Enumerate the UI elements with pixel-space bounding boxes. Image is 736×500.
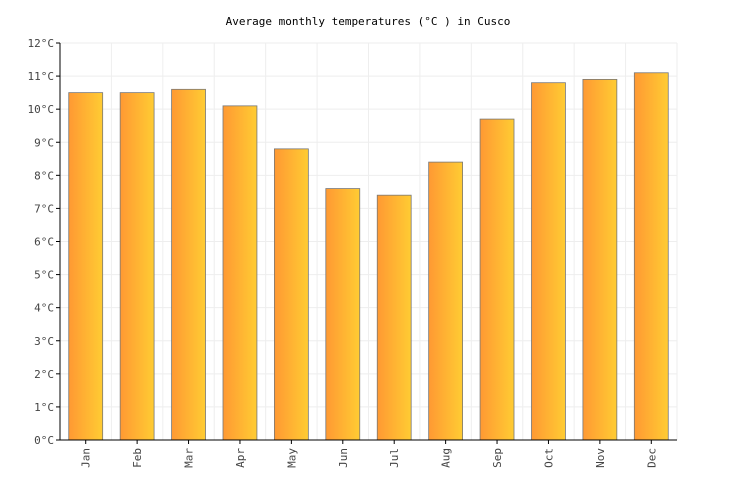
bar-aug [428,161,463,441]
x-tick-label: Aug [440,448,453,468]
y-tick-labels: 0°C 1°C 2°C 3°C 4°C 5°C 6°C 7°C 8°C 9°C 10°C 11°C 12… [28,37,55,447]
bar-sep [479,118,515,441]
x-tick-label: Dec [645,448,658,468]
bar-may [274,148,309,441]
y-tick-label: 12°C [28,37,55,50]
y-tick-label: 10°C [28,103,55,116]
x-tick-label: Jan [80,448,93,468]
y-tick-label: 5°C [34,269,54,282]
x-tick-label: Jun [337,448,350,468]
bar-jul [376,194,412,441]
y-tick-label: 9°C [34,136,54,149]
bar-nov [582,78,618,441]
x-tick-label: May [285,448,298,468]
axis-layer [56,42,677,444]
y-tick-label: 1°C [34,401,54,414]
x-tick-label: Mar [183,448,196,468]
bar-apr [222,105,258,441]
chart-title: Average monthly temperatures (°C ) in Cu… [226,15,511,28]
x-tick-label: Apr [234,448,247,468]
y-tick-label: 11°C [28,70,55,83]
y-tick-label: 0°C [34,434,54,447]
x-tick-label: Jul [388,448,401,468]
y-tick-label: 8°C [34,169,54,182]
bar-dec [633,72,669,441]
y-tick-label: 4°C [34,302,54,315]
y-tick-label: 6°C [34,236,54,249]
bar-feb [119,92,155,441]
x-tick-label: Nov [594,448,607,468]
bar-oct [531,82,566,441]
x-tick-labels: Jan Feb Mar Apr May Jun Jul Aug Sep Oct Nov Dec [80,448,659,468]
x-tick-label: Feb [131,448,144,468]
y-tick-label: 2°C [34,368,54,381]
x-tick-label: Sep [491,448,504,468]
bar-mar [171,88,206,441]
x-tick-label: Oct [542,448,555,468]
bar-jun [325,188,361,441]
y-tick-label: 7°C [34,202,54,215]
bar-jan [68,92,104,441]
bar-layer [68,72,669,441]
y-tick-label: 3°C [34,335,54,348]
